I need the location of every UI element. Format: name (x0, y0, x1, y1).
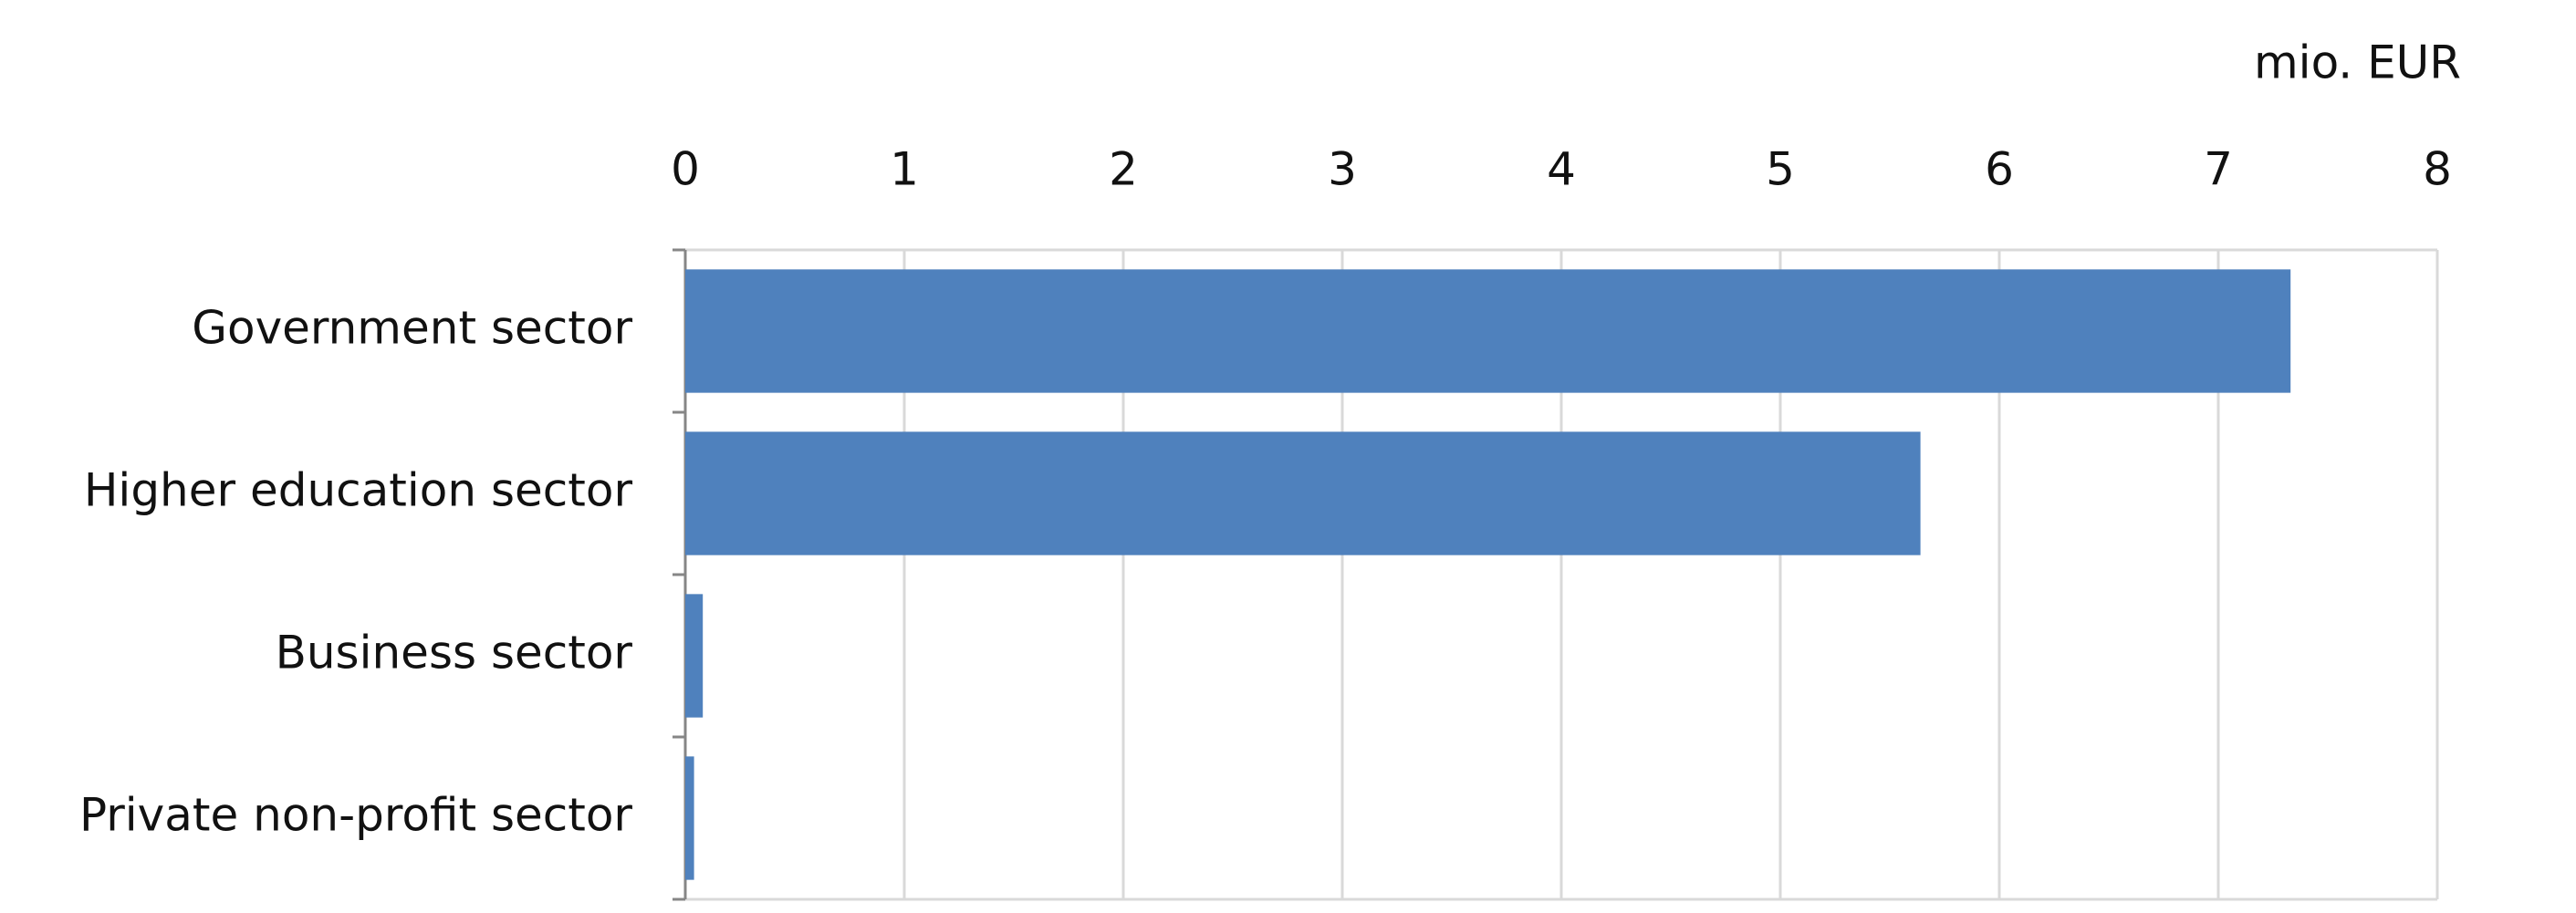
x-tick-label: 7 (2204, 143, 2233, 196)
x-tick-label: 2 (1109, 143, 1138, 196)
bar (685, 431, 1921, 555)
y-tick-label: Government sector (192, 302, 632, 355)
bar (685, 756, 694, 880)
x-tick-label: 0 (671, 143, 700, 196)
x-tick-label: 8 (2423, 143, 2452, 196)
x-tick-label: 5 (1766, 143, 1795, 196)
bar (685, 269, 2291, 393)
bar (685, 594, 704, 718)
x-tick-label: 4 (1547, 143, 1576, 196)
y-tick-label: Business sector (276, 627, 633, 680)
x-tick-label: 3 (1328, 143, 1357, 196)
x-tick-label: 6 (1985, 143, 2014, 196)
x-axis-label: mio. EUR (2254, 36, 2461, 89)
y-tick-label: Higher education sector (84, 464, 633, 517)
x-tick-label: 1 (890, 143, 919, 196)
y-tick-label: Private non-profit sector (79, 789, 632, 842)
